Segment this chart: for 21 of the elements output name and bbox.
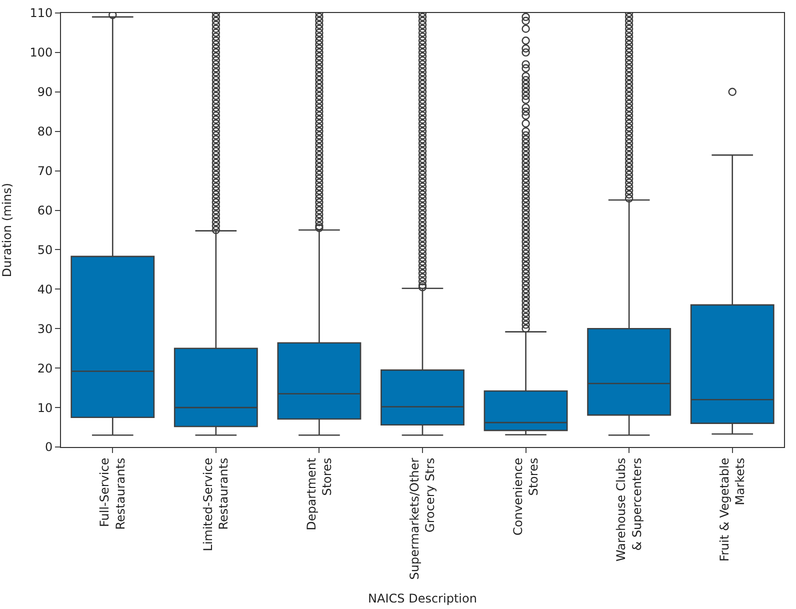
- x-tick-label: Warehouse Clubs & Supercenters: [614, 458, 644, 562]
- y-tick-label: 40: [37, 282, 53, 296]
- y-tick-label: 70: [37, 164, 53, 178]
- y-tick-label: 10: [37, 400, 53, 415]
- x-tick-label: Supermarkets/Other Grocery Strs: [408, 458, 438, 580]
- y-axis-title: Duration (mins): [0, 182, 14, 278]
- x-tick-label: Full-Service Restaurants: [98, 458, 128, 530]
- y-tick-label: 20: [37, 361, 53, 376]
- x-tick-label: Limited-Service Restaurants: [201, 458, 231, 552]
- y-tick-label: 60: [37, 203, 53, 218]
- y-tick-label: 100: [30, 46, 53, 60]
- x-tick-label: Fruit & Vegetable Markets: [717, 458, 748, 562]
- y-tick-label: 50: [37, 242, 53, 257]
- x-tick-label: Department Stores: [304, 458, 334, 530]
- y-tick-label: 0: [44, 440, 53, 454]
- y-tick-label: 110: [30, 6, 53, 20]
- y-tick-label: 80: [37, 124, 53, 139]
- x-axis-title: NAICS Description: [368, 592, 477, 606]
- y-tick-label: 30: [37, 322, 53, 336]
- y-tick-label: 90: [37, 85, 53, 100]
- x-tick-label: Convenience Stores: [510, 458, 540, 536]
